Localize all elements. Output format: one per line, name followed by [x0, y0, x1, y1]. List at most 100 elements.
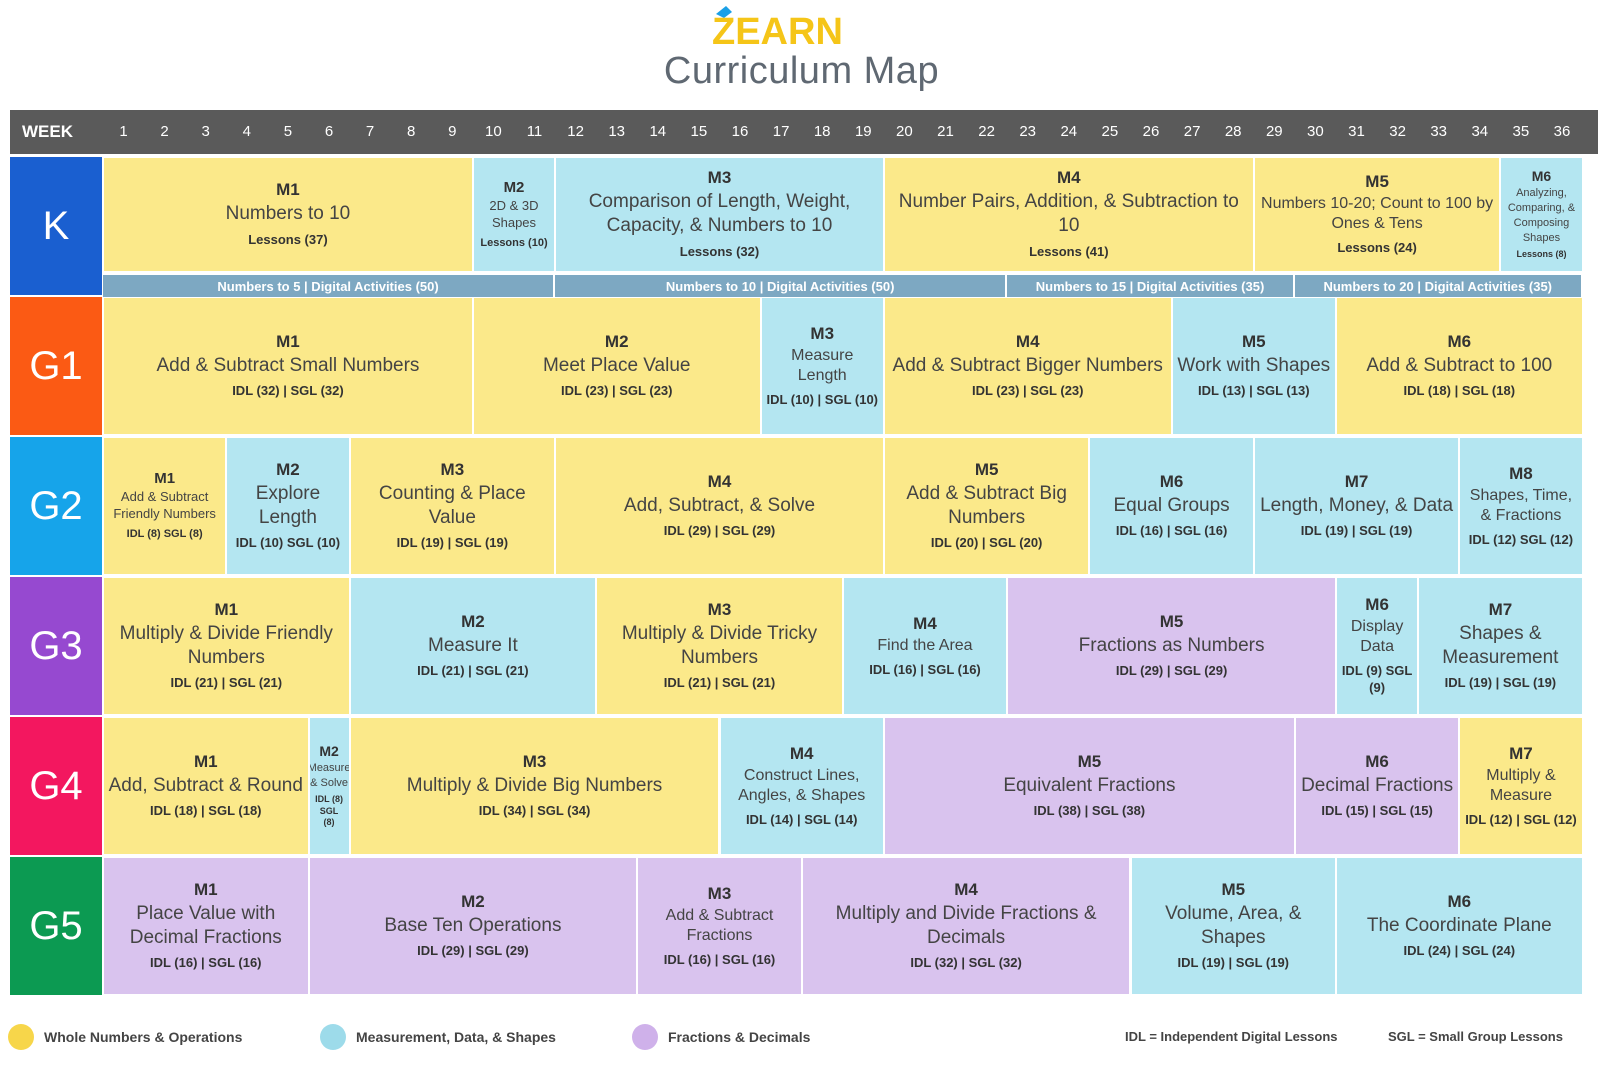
grade-label-g4: G4	[10, 717, 102, 855]
module-lesson-count: IDL (16) | SGL (16)	[869, 661, 981, 677]
week-number: 20	[896, 123, 913, 140]
module-g5-m1[interactable]: M1 Place Value with Decimal Fractions IDL …	[103, 857, 309, 995]
module-k-m1[interactable]: M1 Numbers to 10 Lessons (37)	[103, 157, 473, 272]
module-g1-m2[interactable]: M2 Meet Place Value IDL (23) | SGL (23)	[472, 297, 761, 435]
module-g2-m6[interactable]: M6 Equal Groups IDL (16) | SGL (16)	[1089, 437, 1254, 575]
module-title: Multiply & Measure	[1486, 766, 1556, 804]
module-title: Shapes & Measurement	[1442, 622, 1559, 668]
module-g5-m6[interactable]: M6 The Coordinate Plane IDL (24) | SGL (24…	[1336, 857, 1583, 995]
grade-label-g1: G1	[10, 297, 102, 435]
module-g3-m3[interactable]: M3 Multiply & Divide Tricky Numbers IDL (2…	[596, 577, 843, 715]
module-g5-m5[interactable]: M5 Volume, Area, & Shapes IDL (19) | SGL (…	[1130, 857, 1336, 995]
module-g2-m5[interactable]: M5 Add & Subtract Big Numbers IDL (20) | S…	[883, 437, 1090, 575]
module-lesson-count: IDL (23) | SGL (23)	[971, 383, 1084, 399]
digital-activities-bar[interactable]: Numbers to 5 | Digital Activities (50)	[103, 275, 556, 298]
week-number: 13	[608, 123, 626, 140]
module-g1-m4[interactable]: M4 Add & Subtract Bigger Numbers IDL (23) …	[883, 297, 1172, 435]
module-k-m4[interactable]: M4 Number Pairs, Addition, & Subtraction …	[883, 157, 1254, 272]
module-title: Add & Subtract Friendly Numbers	[113, 489, 216, 522]
module-title: Numbers 10-20; Count to 100 by Ones & Te…	[1261, 195, 1494, 233]
module-g1-m5[interactable]: M5 Work with Shapes IDL (13) | SGL (13)	[1171, 297, 1336, 435]
week-number: 11	[526, 123, 543, 140]
module-k-m6[interactable]: M6 Analyzing, Comparing, & Composing Shap…	[1500, 157, 1583, 272]
module-g2-m8[interactable]: M8 Shapes, Time, & Fractions IDL (12) SGL …	[1459, 437, 1583, 575]
module-title: Add, Subtract, & Solve	[623, 494, 816, 516]
module-code: M2	[461, 611, 485, 631]
module-title: Decimal Fractions	[1301, 774, 1454, 796]
module-code: M2	[604, 331, 629, 351]
module-k-m5[interactable]: M5 Numbers 10-20; Count to 100 by Ones & …	[1253, 157, 1501, 272]
module-k-m2[interactable]: M2 2D & 3D Shapes Lessons (10)	[472, 157, 556, 272]
week-number: 27	[1183, 123, 1201, 140]
module-title: Add & Subtract to 100	[1366, 354, 1553, 376]
week-number: 3	[201, 123, 210, 140]
week-number: 30	[1307, 123, 1324, 140]
sgl-note: SGL = Small Group Lessons	[1388, 1029, 1563, 1044]
week-header-bar: WEEK 1 2 3 4 5 6 7 8 9 10 11 12 13 14 15 16 17 18 19 20 21 22…	[10, 110, 1598, 154]
module-lesson-count: Lessons (32)	[679, 243, 760, 259]
week-number: 26	[1142, 123, 1160, 140]
module-g3-m2[interactable]: M2 Measure It IDL (21) | SGL (21)	[349, 577, 597, 715]
module-g4-m1[interactable]: M1 Add, Subtract & Round IDL (18) | SGL (1…	[103, 717, 309, 855]
week-number: 23	[1019, 123, 1037, 140]
module-title: Add & Subtract Fractions	[665, 906, 774, 944]
module-g2-m2[interactable]: M2 Explore Length IDL (10) SGL (10)	[226, 437, 350, 575]
week-number: 35	[1512, 123, 1530, 140]
module-title: Construct Lines, Angles, & Shapes	[738, 766, 866, 804]
module-code: M7	[1488, 599, 1513, 619]
module-code: M1	[154, 470, 176, 488]
module-g3-m5[interactable]: M5 Fractions as Numbers IDL (29) | SGL (29…	[1007, 577, 1336, 715]
module-code: M4	[789, 743, 814, 763]
module-g5-m4[interactable]: M4 Multiply and Divide Fractions & Decima…	[801, 857, 1131, 995]
module-g3-m6[interactable]: M6 Display Data IDL (9) SGL (9)	[1336, 577, 1419, 715]
legend-fractions: Fractions & Decimals	[632, 1022, 810, 1052]
module-g4-m5[interactable]: M5 Equivalent Fractions IDL (38) | SGL (38…	[883, 717, 1295, 855]
module-g4-m2[interactable]: M2 Measure & Solve IDL (8) SGL (8)	[308, 717, 350, 855]
module-g3-m4[interactable]: M4 Find the Area IDL (16) | SGL (16)	[842, 577, 1008, 715]
module-title: Equal Groups	[1113, 494, 1230, 516]
module-lesson-count: IDL (16) | SGL (16)	[149, 955, 262, 971]
module-lesson-count: IDL (10) SGL (10)	[235, 535, 341, 551]
module-g1-m1[interactable]: M1 Add & Subtract Small Numbers IDL (32) |…	[103, 297, 473, 435]
module-g1-m3[interactable]: M3 Measure Length IDL (10) | SGL (10)	[760, 297, 884, 435]
week-number: 36	[1553, 123, 1571, 140]
module-lesson-count: IDL (21) | SGL (21)	[417, 663, 529, 679]
module-g4-m3[interactable]: M3 Multiply & Divide Big Numbers IDL (34) …	[349, 717, 720, 855]
digital-activities-bar[interactable]: Numbers to 20 | Digital Activities (35)	[1294, 275, 1583, 298]
idl-note: IDL = Independent Digital Lessons	[1125, 1029, 1338, 1044]
module-g5-m2[interactable]: M2 Base Ten Operations IDL (29) | SGL (29)	[308, 857, 638, 995]
module-code: M4	[954, 879, 978, 899]
week-number: 9	[448, 123, 457, 140]
module-lesson-count: IDL (19) | SGL (19)	[396, 535, 509, 551]
module-g4-m6[interactable]: M6 Decimal Fractions IDL (15) | SGL (15)	[1294, 717, 1460, 855]
svg-text:ZEARN: ZEARN	[712, 11, 843, 50]
module-code: M3	[522, 751, 547, 771]
module-code: M3	[440, 459, 465, 479]
module-g2-m4[interactable]: M4 Add, Subtract, & Solve IDL (29) | SGL (…	[555, 437, 884, 575]
module-lesson-count: IDL (24) | SGL (24)	[1403, 943, 1516, 959]
module-g2-m7[interactable]: M7 Length, Money, & Data IDL (19) | SGL (1…	[1253, 437, 1460, 575]
module-g3-m7[interactable]: M7 Shapes & Measurement IDL (19) | SGL (19…	[1418, 577, 1583, 715]
grade-label-g2: G2	[10, 437, 102, 575]
module-g1-m6[interactable]: M6 Add & Subtract to 100 IDL (18) | SGL (1…	[1336, 297, 1583, 435]
zearn-logo: ZEARN	[712, 6, 843, 50]
week-number: 6	[324, 123, 334, 140]
module-g3-m1[interactable]: M1 Multiply & Divide Friendly Numbers IDL …	[103, 577, 350, 715]
week-number: 10	[485, 123, 502, 140]
module-k-m3[interactable]: M3 Comparison of Length, Weight, Capacity…	[555, 157, 884, 272]
module-g2-m3[interactable]: M3 Counting & Place Value IDL (19) | SGL (…	[349, 437, 556, 575]
module-title: Measure & Solve	[308, 762, 350, 789]
digital-activities-bar[interactable]: Numbers to 10 | Digital Activities (50)	[555, 275, 1008, 298]
module-code: M6	[1365, 751, 1389, 771]
module-lesson-count: IDL (21) | SGL (21)	[170, 675, 283, 691]
week-number: 8	[407, 123, 416, 140]
module-g4-m4[interactable]: M4 Construct Lines, Angles, & Shapes IDL (…	[719, 717, 884, 855]
module-code: M5	[1221, 879, 1246, 899]
module-g5-m3[interactable]: M3 Add & Subtract Fractions IDL (16) | SGL…	[637, 857, 802, 995]
week-number: 21	[937, 123, 954, 140]
module-g4-m7[interactable]: M7 Multiply & Measure IDL (12) | SGL (12)	[1459, 717, 1583, 855]
week-number: 34	[1471, 123, 1489, 140]
digital-activities-bar[interactable]: Numbers to 15 | Digital Activities (35)	[1007, 275, 1295, 298]
module-g2-m1[interactable]: M1 Add & Subtract Friendly Numbers IDL (8)…	[103, 437, 227, 575]
module-code: M3	[707, 599, 732, 619]
